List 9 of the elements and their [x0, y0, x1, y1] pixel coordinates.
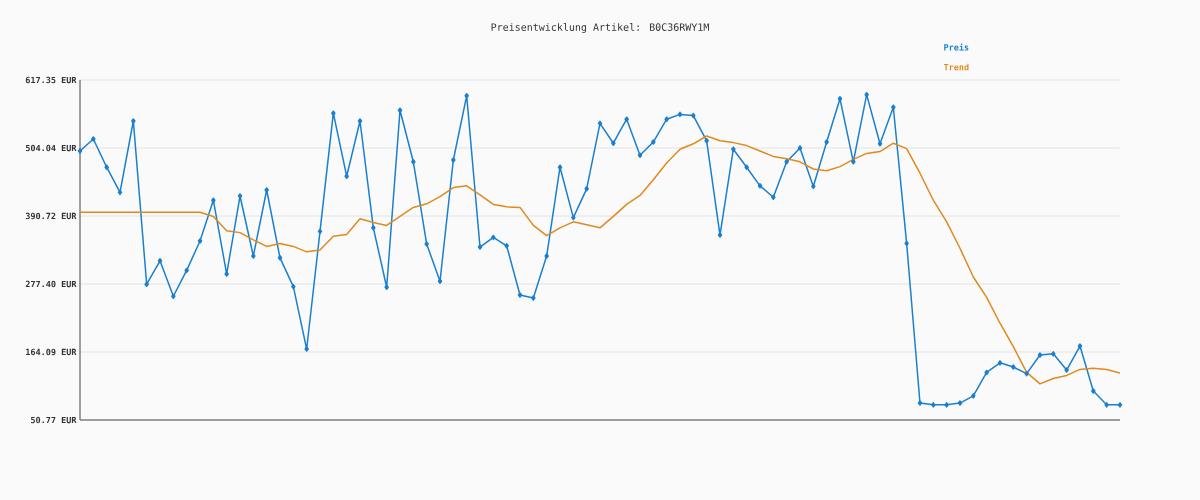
y-tick-label: 617.35 EUR: [25, 76, 77, 84]
y-tick-label: 50.77 EUR: [31, 416, 77, 424]
y-tick-label: 164.09 EUR: [26, 348, 77, 356]
chart-title: Preisentwicklung Artikel: B0C36RWY1M: [491, 23, 709, 33]
text: Trend: [943, 63, 969, 71]
y-tick-label: 504.04 EUR: [25, 144, 77, 152]
text: Preis: [944, 43, 969, 51]
y-tick-label: 390.72 EUR: [25, 212, 77, 220]
y-tick-label: 277.40 EUR: [25, 280, 77, 288]
